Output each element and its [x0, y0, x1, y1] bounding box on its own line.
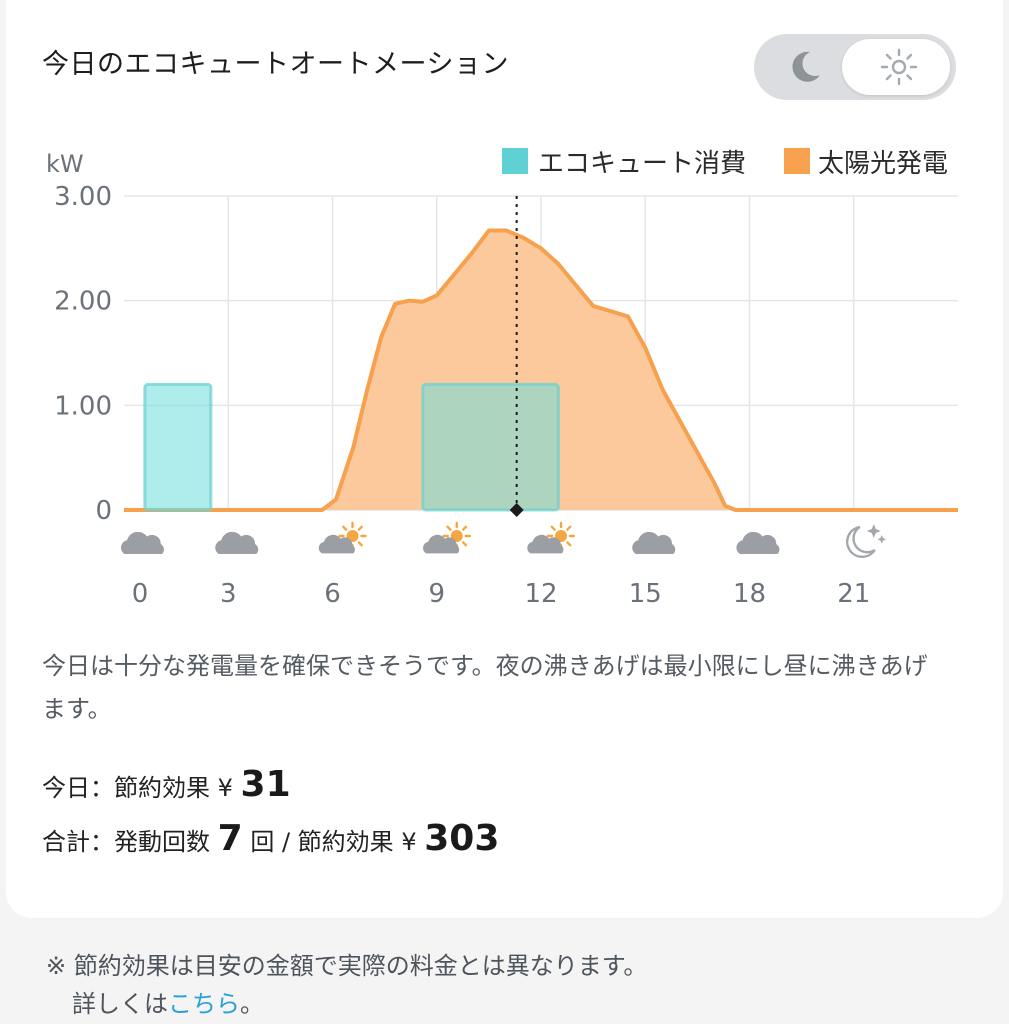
solar-line: [124, 228, 958, 512]
y-axis-label: kW: [46, 150, 84, 178]
cloud-shape: [632, 531, 676, 554]
cloud-icon: [120, 531, 164, 554]
y-tick-label: 2.00: [54, 287, 112, 317]
moon-shape: [846, 525, 876, 558]
legend-label-ecocute: エコキュート消費: [538, 149, 746, 179]
footnote-suffix: 。: [240, 990, 264, 1018]
cloud-shape: [527, 534, 564, 554]
sun-ray: [357, 525, 363, 531]
cloud-shape: [736, 531, 780, 554]
solar-area: [124, 230, 958, 510]
x-tick-label: 3: [220, 579, 237, 609]
x-tick-label: 18: [733, 579, 766, 609]
partly-sunny-icon: [318, 521, 367, 554]
total-count-value: 7: [217, 818, 243, 859]
sun-icon[interactable]: [879, 47, 919, 87]
x-tick-label: 15: [629, 579, 662, 609]
cloud-icon: [215, 531, 259, 554]
today-stat-label: 今日：節約効果 ¥: [42, 774, 233, 802]
x-tick-label: 6: [324, 579, 341, 609]
day-night-toggle[interactable]: [754, 34, 956, 100]
star-shape: [877, 535, 887, 544]
legend-label-solar: 太陽光発電: [818, 149, 948, 179]
sun-ray: [550, 525, 556, 531]
y-tick-label: 3.00: [54, 182, 112, 212]
power-chart: 3.00 2.00 1.00 0 0 3 6 9 12 15 18 21 kW エコキュート消費 太陽光発電: [46, 148, 958, 609]
cloud-shape: [215, 531, 259, 554]
sun-ray: [461, 541, 468, 547]
total-stat: 合計：発動回数 7 回 / 節約効果 ¥ 303: [42, 818, 499, 859]
forecast-description: 今日は十分な発電量を確保できそうです。夜の沸きあげは最小限にし昼に沸きあげます。: [42, 652, 928, 723]
x-tick-label: 9: [428, 579, 445, 609]
footnote-line-2: 詳しくはこちら。: [46, 985, 647, 1023]
x-tick-label: 21: [837, 579, 870, 609]
sun-ray: [342, 525, 348, 531]
today-saving-value: 31: [240, 764, 291, 805]
footnote: ※ 節約効果は目安の金額で実際の料金とは異なります。 詳しくはこちら。: [46, 947, 647, 1023]
y-tick-label: 0: [95, 496, 112, 526]
sun-ray: [461, 525, 468, 531]
today-stat: 今日：節約効果 ¥ 31: [42, 764, 291, 805]
moon-icon[interactable]: [786, 48, 824, 86]
total-stat-label: 合計：発動回数: [42, 828, 210, 856]
moon-stars-icon: [846, 524, 887, 558]
cloud-icon: [736, 531, 780, 554]
total-stat-unit: 回 / 節約効果 ¥: [250, 828, 417, 856]
sun-ray: [566, 525, 572, 531]
legend-swatch-ecocute: [502, 148, 528, 174]
cloud-shape: [318, 534, 355, 554]
legend-swatch-solar: [784, 148, 810, 174]
footnote-line: ※ 節約効果は目安の金額で実際の料金とは異なります。: [46, 952, 648, 980]
y-tick-label: 1.00: [54, 391, 112, 421]
ecocute-bar: [421, 382, 560, 512]
x-tick-label: 12: [524, 579, 557, 609]
x-tick-label: 0: [132, 579, 149, 609]
star-shape: [866, 524, 881, 538]
details-link[interactable]: こちら: [168, 990, 240, 1018]
footnote-prefix: 詳しくは: [72, 990, 168, 1018]
cloud-shape: [120, 531, 164, 554]
partly-sunny-icon: [423, 521, 471, 554]
current-time-marker: [509, 503, 524, 517]
partly-sunny-icon: [527, 521, 576, 554]
toggle-knob: [842, 39, 950, 95]
sun-ray: [446, 525, 452, 531]
ecocute-bar: [143, 382, 213, 512]
total-saving-value: 303: [424, 818, 500, 859]
cloud-shape: [423, 534, 460, 554]
cloud-icon: [632, 531, 676, 554]
page-title: 今日のエコキュートオートメーション: [42, 49, 509, 80]
sun-ray: [566, 541, 572, 547]
sun-ray: [357, 541, 363, 547]
